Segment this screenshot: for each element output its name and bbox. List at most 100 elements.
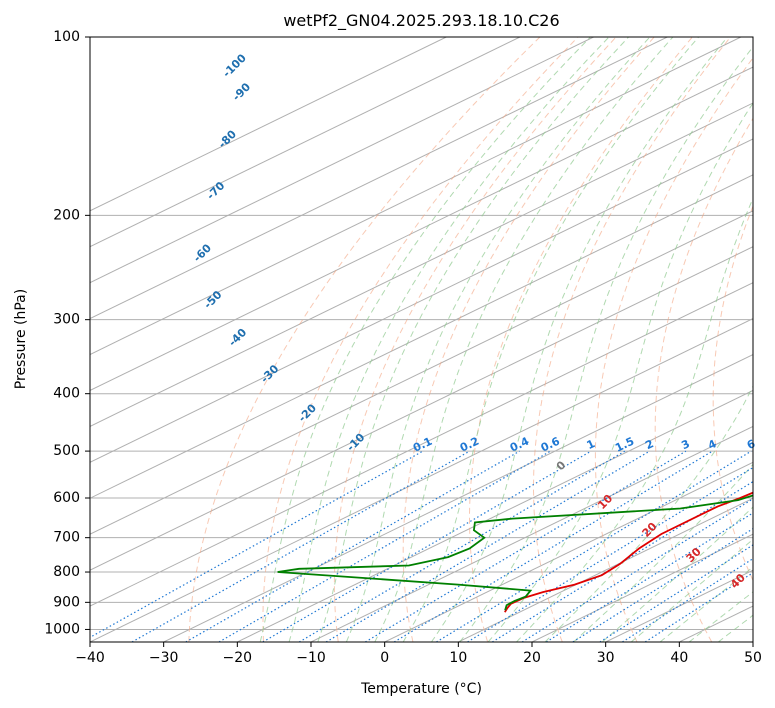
mixing-ratio-label: 0.6	[539, 434, 562, 454]
moist-adiabat	[601, 506, 753, 642]
isotherm-gridline	[90, 37, 742, 356]
mixing-ratio-label: 0.1	[411, 435, 434, 455]
y-tick-label: 900	[53, 594, 80, 610]
moist-adiabat	[573, 463, 753, 642]
dry-adiabat-label: -10	[344, 431, 367, 454]
dry-adiabat	[712, 204, 753, 582]
moist-adiabat	[345, 37, 651, 642]
mixing-ratio-label: 2	[643, 437, 655, 452]
dewpoint-line	[277, 494, 753, 611]
y-axis-label: Pressure (hPa)	[13, 289, 29, 389]
isotherm-gridline	[90, 37, 594, 284]
isotherm-gridline	[310, 425, 753, 642]
x-tick-label: 10	[449, 650, 467, 666]
mixing-ratio-line	[298, 450, 626, 642]
x-tick-label: 50	[744, 650, 762, 666]
dry-adiabat	[333, 37, 617, 642]
moist-adiabat-label: 0	[554, 458, 569, 473]
x-tick-label: 30	[597, 650, 615, 666]
plot-frame	[89, 36, 754, 643]
moist-adiabat	[459, 46, 753, 642]
dry-adiabat	[654, 117, 753, 642]
isotherm-gridline	[90, 37, 668, 320]
moist-adiabat	[718, 614, 753, 642]
dry-adiabat-label: -50	[201, 288, 224, 311]
y-tick-label: 1000	[44, 621, 80, 637]
dry-adiabat-label: -30	[258, 362, 281, 385]
line-labels: -100-90-80-70-60-50-40-30-20-10 0.1 0.2 0.4…	[191, 51, 775, 591]
y-tick-label: 800	[53, 564, 80, 580]
dry-adiabat	[594, 57, 753, 642]
mixing-ratio-line	[491, 480, 753, 642]
mixing-ratio-line	[262, 450, 592, 642]
y-tick-label: 600	[53, 490, 80, 506]
isotherm-gridline	[90, 102, 753, 427]
isotherm-gridline	[531, 533, 753, 642]
axes: −40 −30 −20 −10 0 10 20 30 40 5010020030040050060…	[44, 29, 762, 666]
moist-adiabat	[288, 37, 610, 642]
y-tick-label: 500	[53, 443, 80, 459]
mixing-ratio-line	[599, 544, 753, 642]
dry-adiabat	[533, 37, 731, 642]
isotherm-gridline	[90, 210, 753, 535]
isotherm-gridline	[90, 174, 753, 499]
x-tick-label: −10	[296, 650, 326, 666]
moist-adiabat	[259, 37, 591, 642]
y-tick-label: 100	[53, 29, 80, 45]
dry-adiabat-label: -20	[296, 401, 319, 424]
moist-adiabat	[402, 37, 699, 642]
dry-adiabat	[769, 37, 775, 642]
mixing-ratio-line	[622, 557, 753, 642]
temperature-line	[504, 491, 753, 613]
dry-adiabat-label: -90	[230, 80, 253, 103]
mixing-ratio-label: 6	[745, 437, 758, 452]
mixing-ratio-label: 0.2	[458, 435, 481, 455]
mixing-ratio-line	[545, 512, 753, 642]
mixing-ratio-line	[131, 450, 470, 642]
x-tick-label: −40	[75, 650, 105, 666]
dry-adiabat	[402, 37, 655, 642]
y-tick-label: 300	[53, 312, 80, 328]
chart-title: wetPf2_GN04.2025.293.18.10.C26	[283, 11, 559, 31]
isotherm-gridline	[90, 246, 753, 571]
dry-adiabat	[188, 37, 541, 642]
moist-adiabat-label: 30	[684, 545, 704, 565]
x-tick-label: 0	[380, 650, 389, 666]
dry-adiabat-label: -70	[204, 179, 227, 202]
isotherm-gridline	[90, 37, 521, 248]
moist-adiabat	[544, 385, 753, 642]
background-lines	[90, 37, 775, 642]
isotherm-gridline	[90, 318, 753, 642]
isotherm-gridline	[458, 497, 753, 642]
mixing-ratio-label: 0.4	[508, 434, 531, 454]
y-tick-label: 200	[53, 207, 80, 223]
isotherm-gridline	[90, 138, 753, 463]
mixing-ratio-line	[393, 450, 713, 642]
y-tick-label: 400	[53, 386, 80, 402]
mixing-ratio-line	[185, 450, 520, 642]
dry-adiabat-label: -40	[226, 326, 249, 349]
y-tick-label: 700	[53, 530, 80, 546]
isotherm-gridline	[237, 389, 753, 642]
isotherm-gridline	[90, 37, 447, 212]
mixing-ratio-line	[467, 466, 753, 642]
mixing-ratio-line	[436, 450, 752, 642]
x-axis-label: Temperature (°C)	[360, 681, 482, 697]
mixing-ratio-label: 3	[679, 437, 691, 452]
moist-adiabat	[630, 538, 753, 642]
mixing-ratio-label: 4	[706, 437, 719, 452]
dry-adiabat	[469, 37, 693, 642]
mixing-ratio-line	[90, 450, 424, 639]
dry-adiabat-label: -100	[220, 51, 249, 80]
moist-adiabat	[487, 102, 753, 642]
moist-adiabat	[516, 197, 753, 642]
mixing-ratio-line	[572, 527, 753, 642]
mixing-ratio-line	[521, 498, 753, 642]
isotherm-gridline	[384, 461, 753, 642]
isotherm-gridline	[90, 66, 753, 392]
isotherm-gridline	[163, 353, 753, 642]
moist-adiabat	[317, 37, 629, 642]
x-tick-label: −20	[223, 650, 253, 666]
isotherm-gridline	[752, 641, 753, 642]
